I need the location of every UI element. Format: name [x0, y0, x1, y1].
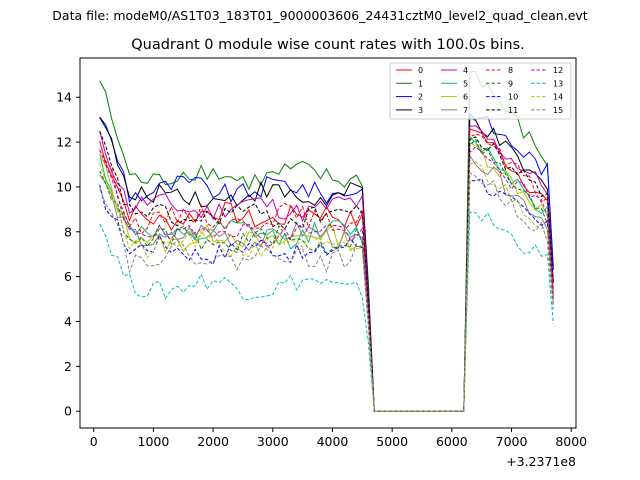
y-tick-label: 12: [56, 135, 72, 150]
x-offset-label: +3.2371e8: [506, 454, 576, 469]
legend-label-6: 6: [463, 93, 468, 102]
y-tick-label: 8: [64, 224, 72, 239]
series-line-4: [99, 125, 554, 412]
series-line-10: [99, 178, 554, 412]
legend-label-9: 9: [508, 79, 513, 88]
series-line-9: [99, 138, 554, 412]
data-series: [99, 70, 554, 412]
x-tick-label: 4000: [317, 434, 349, 449]
legend-label-7: 7: [463, 106, 468, 115]
series-line-14: [99, 161, 554, 412]
series-line-3: [99, 117, 554, 412]
y-tick-label: 0: [64, 404, 72, 419]
x-tick-label: 1000: [138, 434, 170, 449]
y-tick-label: 6: [64, 269, 72, 284]
legend-label-5: 5: [463, 79, 468, 88]
y-tick-label: 10: [56, 179, 72, 194]
legend-label-13: 13: [553, 79, 563, 88]
legend-label-2: 2: [418, 93, 423, 102]
legend-label-8: 8: [508, 66, 513, 75]
legend-label-3: 3: [418, 106, 423, 115]
legend-label-14: 14: [553, 93, 563, 102]
legend-label-0: 0: [418, 66, 423, 75]
x-tick-label: 5000: [376, 434, 408, 449]
figure-suptitle: Data file: modeM0/AS1T03_183T01_90000036…: [52, 8, 587, 23]
chart-title: Quadrant 0 module wise count rates with …: [131, 37, 525, 53]
x-tick-label: 2000: [197, 434, 229, 449]
series-line-15: [99, 171, 554, 412]
series-line-7: [99, 153, 554, 412]
series-line-8: [99, 133, 554, 412]
y-tick-label: 2: [64, 359, 72, 374]
x-tick-label: 7000: [496, 434, 528, 449]
x-tick-label: 3000: [257, 434, 289, 449]
legend-label-4: 4: [463, 66, 468, 75]
series-line-11: [99, 131, 554, 412]
legend-frame: [389, 62, 572, 120]
x-tick-label: 8000: [555, 434, 587, 449]
series-line-13: [99, 211, 554, 412]
x-tick-label: 0: [90, 434, 98, 449]
legend-label-1: 1: [418, 79, 423, 88]
plot-frame: [79, 57, 577, 429]
axis-ticks: 0 1000 2000 3000 4000 5000 6000 7000 8000 0 2 4 6 8 10…: [56, 90, 587, 449]
x-tick-label: 6000: [436, 434, 468, 449]
series-line-0: [99, 128, 554, 412]
legend-label-10: 10: [508, 93, 518, 102]
legend-label-11: 11: [508, 106, 518, 115]
series-line-12: [99, 146, 554, 412]
y-tick-label: 4: [64, 314, 72, 329]
legend-label-15: 15: [553, 106, 563, 115]
y-tick-label: 14: [56, 90, 72, 105]
legend-label-12: 12: [553, 66, 563, 75]
